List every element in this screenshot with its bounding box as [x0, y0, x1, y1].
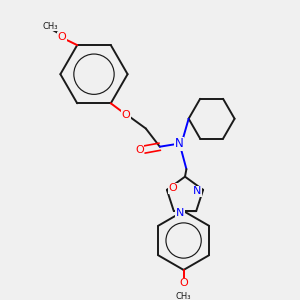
- Text: O: O: [169, 183, 177, 194]
- Text: N: N: [193, 186, 201, 196]
- Text: O: O: [135, 145, 144, 154]
- Text: N: N: [175, 137, 184, 150]
- Text: CH₃: CH₃: [176, 292, 191, 300]
- Text: O: O: [179, 278, 188, 288]
- Text: O: O: [57, 32, 66, 42]
- Text: CH₃: CH₃: [43, 22, 58, 31]
- Text: O: O: [122, 110, 130, 119]
- Text: N: N: [176, 208, 184, 218]
